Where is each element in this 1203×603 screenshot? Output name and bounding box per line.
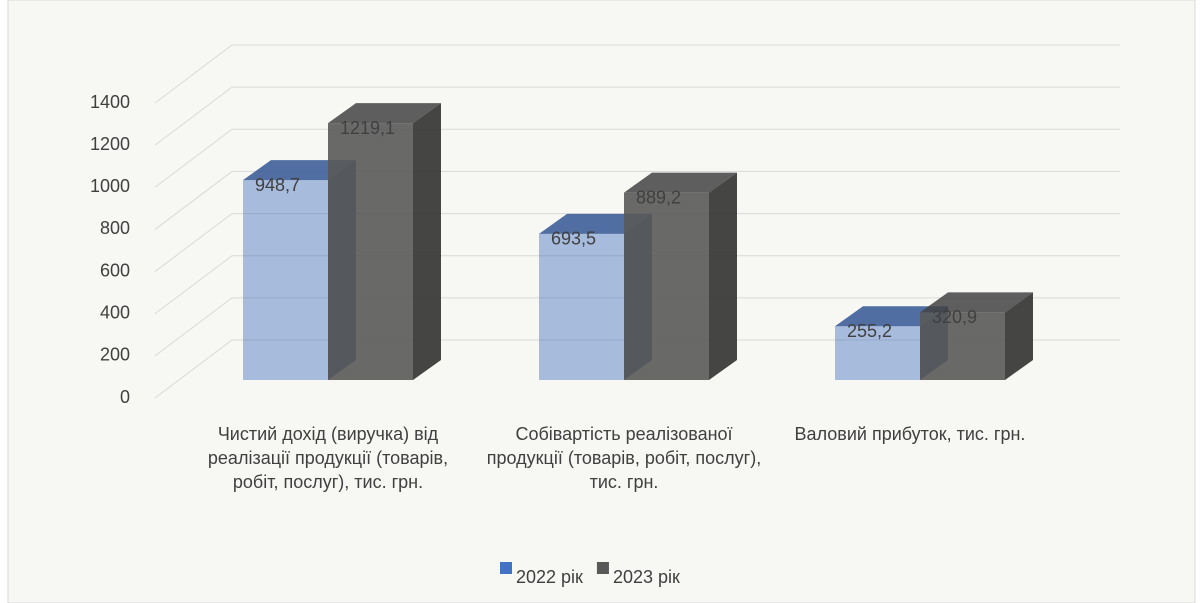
value-label: 1219,1	[340, 118, 395, 138]
value-label: 948,7	[255, 175, 300, 195]
y-tick-label: 1000	[90, 176, 130, 196]
x-tick-label: Валовий прибуток, тис. грн.	[765, 422, 1055, 446]
chart-area: 0 200 400 600 800 1000 1200 1400 948,7 1219,1 693,…	[0, 0, 1203, 603]
y-tick-label: 1400	[90, 92, 130, 112]
y-tick-label: 0	[120, 387, 130, 407]
y-tick-label: 1200	[90, 134, 130, 154]
bar-side	[709, 173, 737, 380]
value-label: 320,9	[932, 307, 977, 327]
x-tick-label: Чистий дохід (виручка) від реалізації пр…	[183, 422, 473, 494]
x-tick-label: Собівартість реалізованої продукції (тов…	[479, 422, 769, 494]
legend-label: 2022 рік	[516, 567, 583, 587]
legend-swatch	[500, 562, 512, 574]
value-label: 693,5	[551, 229, 596, 249]
y-tick-label: 200	[100, 345, 130, 365]
y-tick-label: 800	[100, 218, 130, 238]
bar	[243, 180, 328, 380]
chart: 0 200 400 600 800 1000 1200 1400 948,7 1219,1 693,…	[0, 0, 1203, 603]
bar	[328, 123, 413, 380]
legend-label: 2023 рік	[613, 567, 680, 587]
value-label: 255,2	[847, 321, 892, 341]
value-label: 889,2	[636, 187, 681, 207]
y-tick-label: 400	[100, 302, 130, 322]
bar-side	[413, 103, 441, 380]
y-tick-label: 600	[100, 260, 130, 280]
legend-swatch	[597, 562, 609, 574]
bar	[624, 193, 709, 380]
bar	[539, 234, 624, 380]
